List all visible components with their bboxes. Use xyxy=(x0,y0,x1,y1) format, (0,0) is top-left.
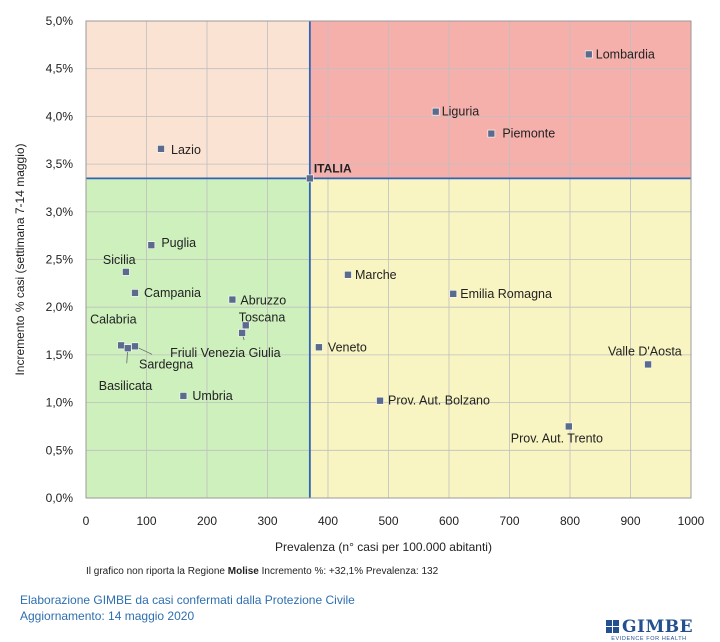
gimbe-logo: GIMBE EVIDENCE FOR HEALTH xyxy=(606,617,694,642)
data-point xyxy=(228,295,237,304)
data-label: Puglia xyxy=(161,236,196,250)
data-point xyxy=(431,107,440,116)
data-label: Basilicata xyxy=(99,379,153,393)
data-point xyxy=(117,341,125,350)
quadrant-upper-left xyxy=(86,21,310,179)
data-point xyxy=(644,360,652,369)
x-tick-label: 300 xyxy=(257,514,277,528)
data-label: Lombardia xyxy=(596,47,655,61)
y-tick-label: 5,0% xyxy=(46,14,74,28)
data-point xyxy=(131,342,139,351)
y-tick-label: 0,5% xyxy=(46,443,74,457)
gimbe-logo-icon xyxy=(606,620,619,633)
x-tick-label: 200 xyxy=(197,514,217,528)
y-tick-label: 1,0% xyxy=(46,396,74,410)
footnote-suffix: Incremento %: +32,1% Prevalenza: 132 xyxy=(258,566,439,577)
plot-frame xyxy=(85,20,692,499)
x-tick-label: 800 xyxy=(560,514,580,528)
x-tick-label: 1000 xyxy=(678,514,705,528)
data-label: Marche xyxy=(355,268,397,282)
footnote-region: Molise xyxy=(227,566,259,577)
y-tick-label: 3,0% xyxy=(46,205,74,219)
data-point xyxy=(122,268,130,276)
data-label: Toscana xyxy=(239,310,286,324)
data-label: Lazio xyxy=(171,143,201,157)
data-point xyxy=(179,392,188,400)
x-tick-label: 0 xyxy=(83,514,90,528)
quadrant-upper-right xyxy=(309,21,691,179)
data-label: Piemonte xyxy=(502,127,555,141)
data-point xyxy=(241,321,250,330)
y-tick-label: 4,5% xyxy=(46,62,74,76)
y-tick-label: 1,5% xyxy=(46,348,74,362)
data-point xyxy=(449,290,458,298)
x-tick-label: 400 xyxy=(318,514,338,528)
italia-label: ITALIA xyxy=(314,161,352,175)
data-label: Valle D'Aosta xyxy=(608,344,682,358)
data-label: Prov. Aut. Bolzano xyxy=(388,394,490,408)
x-tick-label: 500 xyxy=(378,514,398,528)
data-point xyxy=(131,289,139,297)
quadrant-lower-left xyxy=(86,178,310,498)
x-tick-label: 600 xyxy=(439,514,459,528)
data-label: Sicilia xyxy=(103,253,136,267)
y-tick-label: 2,5% xyxy=(46,253,74,267)
x-tick-label: 700 xyxy=(499,514,519,528)
italia-point xyxy=(306,174,314,183)
data-label: Abruzzo xyxy=(240,294,286,308)
data-label: Friuli Venezia Giulia xyxy=(170,346,281,360)
logo-name: GIMBE xyxy=(622,617,694,637)
data-point xyxy=(315,343,323,352)
data-point xyxy=(157,145,165,153)
data-label: Liguria xyxy=(442,105,480,119)
data-label: Sardegna xyxy=(139,357,193,371)
data-point xyxy=(147,241,156,249)
data-point xyxy=(238,329,246,337)
data-label: Prov. Aut. Trento xyxy=(511,431,603,445)
data-label: Umbria xyxy=(192,389,232,403)
y-tick-label: 4,0% xyxy=(46,109,74,123)
data-point xyxy=(376,396,384,405)
x-axis-title: Prevalenza (n° casi per 100.000 abitanti… xyxy=(275,540,492,554)
data-label: Campania xyxy=(144,286,201,300)
x-tick-label: 100 xyxy=(136,514,156,528)
y-tick-label: 2,0% xyxy=(46,300,74,314)
data-label: Veneto xyxy=(328,340,367,354)
y-axis-title: Incremento % casi (settimana 7-14 maggio… xyxy=(13,143,27,375)
data-point xyxy=(564,422,573,431)
quadrant-lower-right xyxy=(309,178,691,498)
data-label: Emilia Romagna xyxy=(460,287,552,301)
credit-source: Elaborazione GIMBE da casi confermati da… xyxy=(20,593,355,607)
data-point xyxy=(487,129,496,138)
credit-update: Aggiornamento: 14 maggio 2020 xyxy=(20,609,195,623)
data-point xyxy=(584,50,593,59)
y-tick-label: 0,0% xyxy=(46,491,74,505)
data-point xyxy=(123,344,132,353)
y-tick-label: 3,5% xyxy=(46,157,74,171)
data-label: Calabria xyxy=(90,312,137,326)
footnote: Il grafico non riporta la Regione Molise… xyxy=(86,566,438,577)
footnote-prefix: Il grafico non riporta la Regione xyxy=(86,566,228,577)
data-point xyxy=(344,270,352,279)
x-tick-label: 900 xyxy=(620,514,640,528)
